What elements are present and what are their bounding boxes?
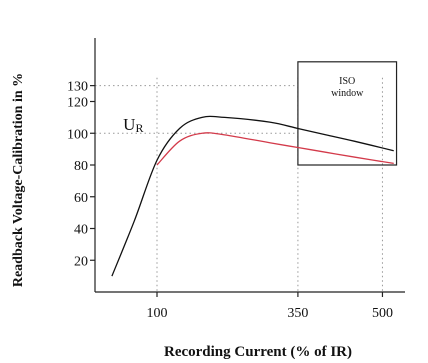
y-axis-label: Readback Voltage-Calibration in % [11, 73, 26, 287]
y-tick-label-2: 60 [74, 191, 88, 206]
ur-annotation: UR [123, 115, 143, 135]
series-line-1 [156, 132, 394, 166]
y-tick-label-6: 130 [67, 80, 88, 95]
iso-window-box [297, 61, 398, 166]
y-tick-label-1: 40 [74, 223, 88, 238]
iso-window-label-line2: window [331, 88, 364, 99]
iso-window-label-line1: ISO [339, 76, 355, 87]
x-tick-label-1: 350 [287, 306, 308, 321]
guide-lines [95, 77, 383, 292]
series-group [111, 115, 394, 277]
x-ticks: 100 350 500 [147, 292, 393, 321]
x-axis-label: Recording Current (% of IR) [164, 344, 352, 360]
ur-annotation-main: U [123, 115, 135, 134]
series-line-0 [111, 115, 394, 277]
y-tick-label-4: 100 [67, 127, 88, 142]
ur-annotation-sub: R [135, 121, 143, 135]
y-tick-label-5: 120 [67, 96, 88, 111]
y-tick-label-0: 20 [74, 254, 88, 269]
x-tick-label-2: 500 [372, 306, 393, 321]
y-tick-label-3: 80 [74, 159, 88, 174]
x-tick-label-0: 100 [147, 306, 168, 321]
